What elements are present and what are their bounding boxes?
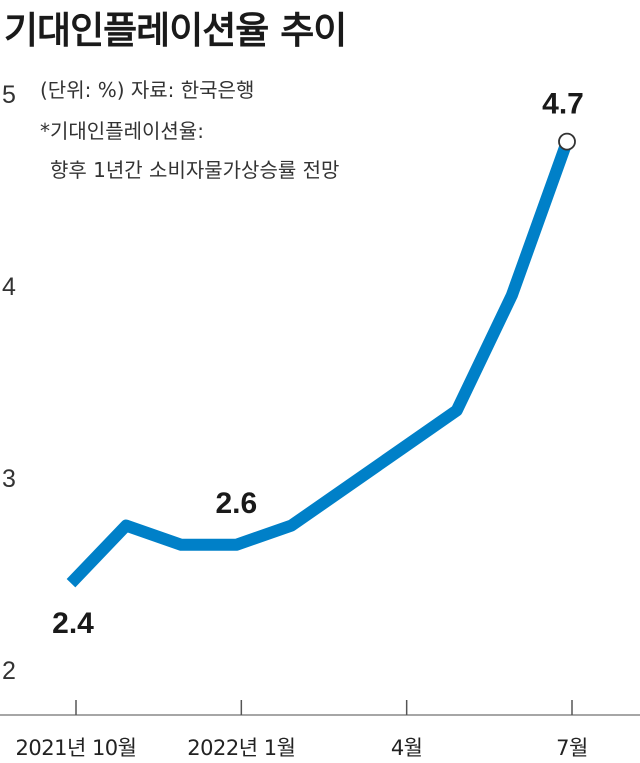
end-point-marker	[558, 132, 576, 151]
data-label: 2.6	[215, 487, 257, 520]
x-tick-label: 4월	[391, 736, 423, 760]
unit-note: (단위: %) 자료: 한국은행	[40, 78, 254, 102]
definition-note-2: 향후 1년간 소비자물가상승률 전망	[50, 158, 339, 182]
x-tick-label: 7월	[556, 736, 588, 760]
y-tick-label: 5	[2, 81, 16, 109]
y-tick-label: 3	[2, 465, 16, 493]
data-label: 2.4	[52, 607, 94, 640]
x-axis-ticks: 2021년 10월 2022년 1월 4월 7월	[16, 700, 588, 760]
x-tick-label: 2021년 10월	[16, 736, 137, 760]
markers	[558, 132, 576, 151]
data-labels: 2.4 2.6 4.7	[52, 88, 584, 641]
series-line	[66, 139, 573, 588]
x-tick-label: 2022년 1월	[187, 736, 295, 760]
y-tick-label: 4	[2, 273, 16, 301]
y-axis-ticks: 2 3 4 5	[2, 81, 16, 685]
y-tick-label: 2	[2, 657, 16, 685]
chart-title: 기대인플레이션율 추이	[4, 9, 347, 52]
data-label: 4.7	[542, 88, 584, 121]
definition-note-1: *기대인플레이션율:	[40, 119, 204, 143]
